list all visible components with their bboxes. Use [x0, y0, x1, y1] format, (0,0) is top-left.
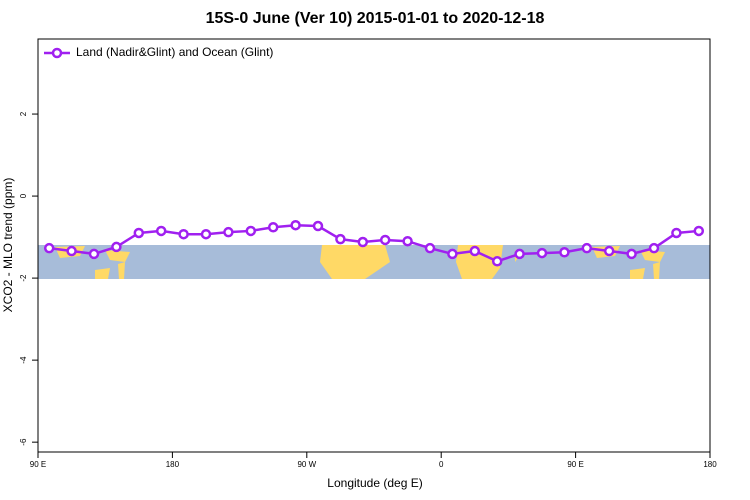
data-point: [312, 220, 324, 232]
data-point: [536, 247, 548, 259]
data-point: [581, 242, 593, 254]
data-point: [648, 242, 660, 254]
data-point: [693, 225, 705, 237]
legend-marker: [51, 47, 63, 59]
data-point: [491, 256, 503, 267]
x-tick-label: 90 E: [30, 460, 46, 469]
data-point: [559, 247, 570, 258]
data-point: [88, 248, 100, 260]
y-tick-label: 2: [19, 111, 28, 116]
x-tick-label: 180: [703, 460, 717, 469]
y-tick-label: -2: [19, 274, 28, 282]
data-point: [245, 225, 257, 237]
data-point: [267, 221, 279, 233]
y-tick-label: -6: [19, 438, 28, 446]
data-point: [469, 245, 481, 257]
chart-title: 15S-0 June (Ver 10) 2015-01-01 to 2020-1…: [206, 10, 545, 27]
y-tick-label: 0: [19, 193, 28, 198]
data-point: [43, 242, 55, 254]
x-tick-label: 90 W: [297, 460, 316, 469]
plot-frame: [37, 38, 711, 453]
data-point: [671, 227, 682, 239]
x-tick-label: 0: [439, 460, 444, 469]
y-axis-label: XCO2 - MLO trend (ppm): [1, 178, 15, 313]
data-point: [402, 235, 413, 247]
data-point: [603, 245, 615, 257]
data-point: [223, 226, 234, 238]
data-point: [379, 234, 391, 246]
y-tick-label: -4: [19, 356, 28, 364]
data-point: [133, 227, 145, 239]
data-point: [514, 248, 525, 260]
data-point: [424, 242, 436, 254]
x-tick-label: 90 E: [567, 460, 583, 469]
data-point: [111, 241, 122, 253]
data-point: [447, 248, 458, 260]
data-point: [66, 245, 77, 257]
data-point: [335, 233, 346, 245]
data-point: [290, 219, 301, 231]
data-point: [626, 248, 637, 260]
data-point: [357, 236, 369, 248]
legend-label: Land (Nadir&Glint) and Ocean (Glint): [76, 45, 273, 59]
data-point: [178, 228, 189, 240]
x-tick-label: 180: [166, 460, 180, 469]
x-axis-label: Longitude (deg E): [327, 476, 422, 490]
data-point: [155, 225, 167, 237]
data-point: [200, 228, 212, 240]
